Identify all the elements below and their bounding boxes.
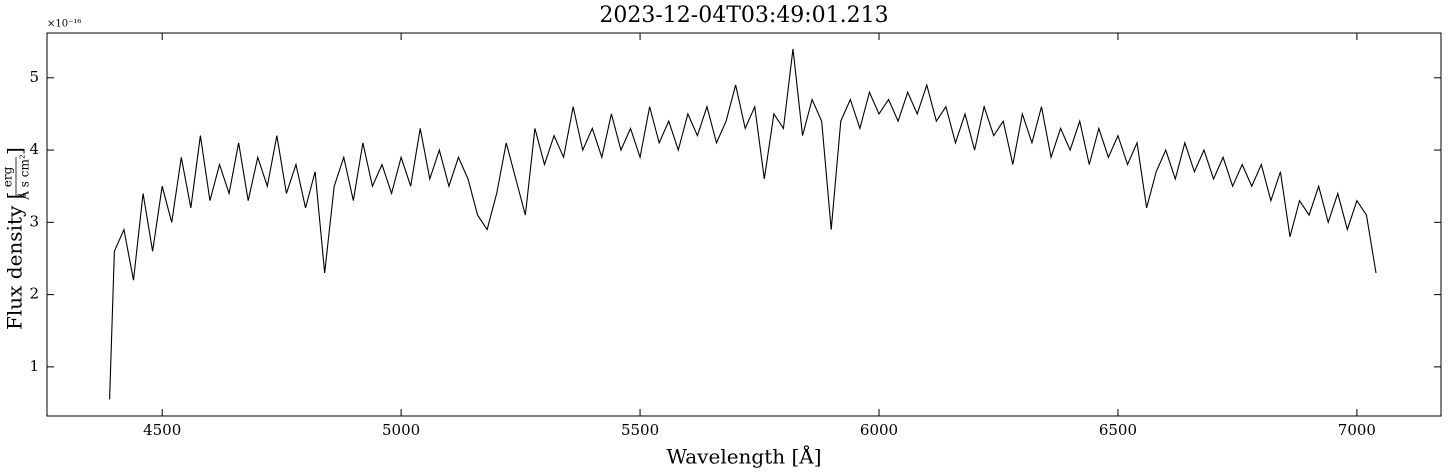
y-tick-label: 3 <box>29 212 39 230</box>
y-axis-label-close: ] <box>3 147 27 155</box>
x-tick-label: 6500 <box>1099 421 1137 439</box>
y-tick-label: 1 <box>29 357 39 375</box>
chart-title: 2023-12-04T03:49:01.213 <box>599 3 888 28</box>
x-tick-label: 5000 <box>382 421 420 439</box>
x-tick-label: 7000 <box>1338 421 1376 439</box>
y-axis-label-group: Flux density [ erg Å s cm² ] <box>1 147 32 330</box>
x-tick-label: 4500 <box>143 421 181 439</box>
plot-frame <box>46 32 1442 417</box>
y-tick-label: 5 <box>29 68 39 86</box>
x-tick-label: 6000 <box>860 421 898 439</box>
spectrum-line <box>109 48 1377 400</box>
y-tick-label: 2 <box>29 285 39 303</box>
x-axis-label: Wavelength [Å] <box>666 444 821 469</box>
y-axis-unit-denominator: Å s cm² <box>17 154 32 201</box>
y-tick-label: 4 <box>29 140 39 158</box>
y-offset-label: ×10⁻¹⁶ <box>47 19 81 30</box>
x-tick-label: 5500 <box>621 421 659 439</box>
y-axis-label: Flux density [ <box>3 192 27 330</box>
y-axis-unit-numerator: erg <box>1 166 15 187</box>
